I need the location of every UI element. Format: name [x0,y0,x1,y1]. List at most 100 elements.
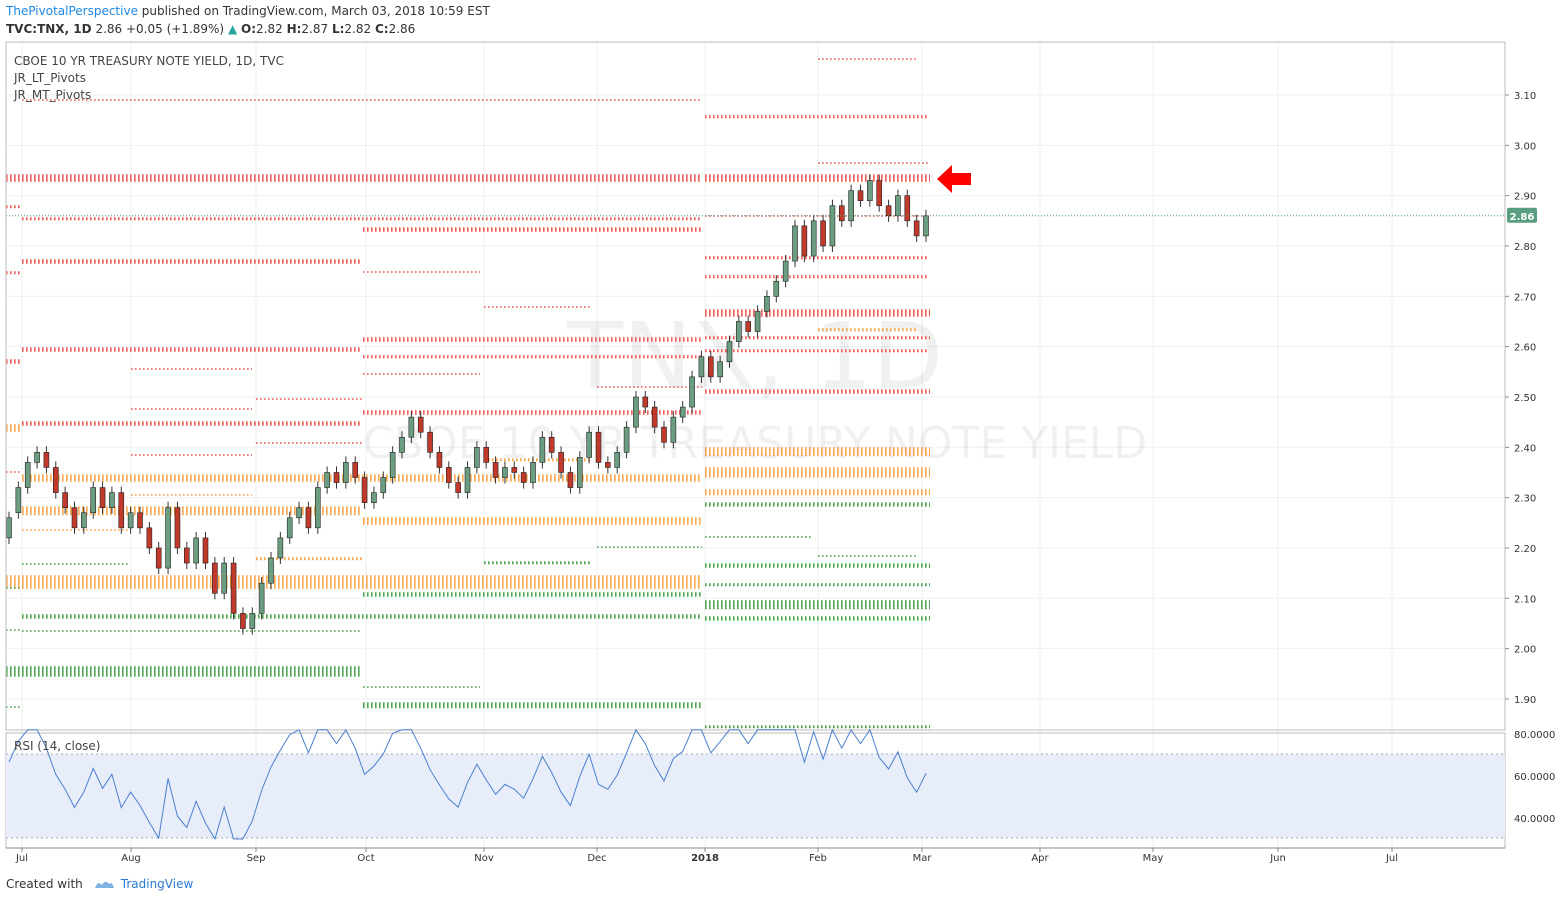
candle-body [595,431,602,463]
candle-body [820,220,826,247]
candle-body [511,467,518,473]
candle-body [296,507,302,519]
indicator-mt-pivots[interactable]: JR_MT_Pivots [14,88,92,102]
candle-body [436,452,443,468]
candles [6,174,929,635]
candle-body [661,426,667,443]
candle-body [230,562,237,614]
candle-body [240,613,246,629]
candle-body [773,280,780,297]
rsi-label[interactable]: RSI (14, close) [14,739,101,753]
watermark-name: CBOE 10 YR TREASURY NOTE YIELD [363,418,1147,469]
candle-body [764,296,770,312]
x-tick-label: Dec [587,853,606,864]
candle-body [895,195,901,217]
candle-body [109,492,115,509]
candle-body [268,557,274,584]
candle-body [15,487,22,514]
tradingview-logo-icon [94,881,114,888]
candle-body [212,562,218,594]
candle-body [530,462,536,483]
candle-body [445,467,452,483]
candle-body [464,467,471,493]
candle-body [876,180,883,207]
created-with-text: Created with [6,877,83,891]
candle-body [474,447,480,468]
candle-body [427,431,433,453]
watermark-symbol: TNX, 1D [566,303,943,410]
y-tick-label: 2.70 [1514,292,1536,303]
change-text: +0.05 (+1.89%) [125,22,225,36]
open-value: 2.82 [256,22,283,36]
symbol-label: TVC:TNX, 1D [6,22,92,36]
y-tick-label: 2.90 [1514,192,1536,203]
candle-body [6,517,12,539]
candle-body [698,356,705,378]
candle-body [343,462,349,483]
candle-body [34,452,40,463]
candle-body [923,215,929,237]
candle-body [249,613,256,629]
x-tick-label: Nov [474,853,494,864]
candle-body [24,462,31,488]
candle-body [118,492,125,529]
candle-body [792,225,798,262]
published-text: published on TradingView.com, March 03, … [141,4,490,18]
y-tick-label: 1.90 [1514,695,1536,706]
current-price-badge [1507,207,1537,223]
author-link[interactable]: ThePivotalPerspective [6,4,138,18]
candle-body [885,205,892,217]
candle-body [43,452,50,468]
price-grid [6,42,1505,848]
candle-body [782,260,789,282]
candle-body [81,512,87,529]
rsi-tick-label: 60.0000 [1514,772,1555,783]
x-tick-label: Jun [1269,853,1286,864]
indicator-lt-pivots[interactable]: JR_LT_Pivots [14,71,86,85]
candle-body [202,537,209,564]
candle-body [548,436,555,453]
candle-body [586,431,592,458]
rsi-pane: 80.0000 60.0000 40.0000 [6,728,1555,841]
left-arrow-icon [937,165,971,193]
candle-body [221,562,228,594]
x-tick-label: Sep [247,853,266,864]
series-title[interactable]: CBOE 10 YR TREASURY NOTE YIELD, 1D, TVC [14,54,284,68]
candle-body [520,472,527,483]
candle-body [717,361,723,378]
candle-body [838,205,845,222]
candle-body [801,225,808,257]
candle-body [127,512,134,529]
candle-body [567,472,574,488]
x-tick-label: 2018 [691,853,719,864]
candle-body [62,492,68,509]
close-label: C: [374,22,389,36]
y-tick-label: 2.50 [1514,393,1536,404]
candle-body [183,547,190,564]
x-tick-label: Mar [913,853,933,864]
candle-body [165,507,171,569]
candle-body [633,396,639,428]
candle-body [314,487,321,529]
candle-body [399,436,405,453]
y-tick-label: 2.00 [1514,645,1536,656]
candle-body [174,507,181,549]
candle-body [913,220,920,237]
candle-body [605,462,611,468]
candle-body [371,492,377,503]
candle-body [558,452,564,473]
candle-body [71,507,78,529]
candle-body [642,396,649,408]
rsi-line [8,728,927,841]
candle-body [455,482,461,493]
y-tick-label: 2.20 [1514,544,1536,555]
candle-body [829,205,836,247]
y-tick-label: 2.30 [1514,494,1536,505]
candle-body [193,537,199,564]
tradingview-link[interactable]: TradingView [120,877,194,891]
candle-body [324,472,330,488]
y-tick-label: 2.80 [1514,242,1536,253]
rsi-band [6,754,1505,838]
candle-body [380,477,387,493]
